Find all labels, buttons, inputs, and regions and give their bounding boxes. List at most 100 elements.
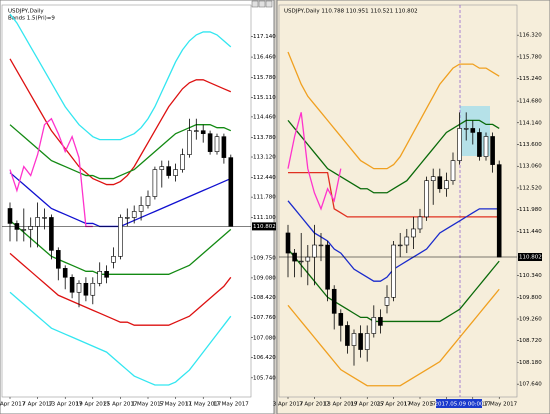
candle-body	[371, 317, 377, 334]
candle-body	[14, 223, 20, 230]
candle-body	[69, 277, 75, 293]
y-tick-label: 106.420	[253, 355, 276, 361]
candle-body	[351, 333, 357, 346]
y-tick-label: 111.100	[253, 215, 276, 221]
window-buttons[interactable]	[251, 0, 273, 8]
candle-body	[457, 128, 462, 161]
candle-body	[166, 166, 171, 176]
right-plot-frame	[278, 4, 518, 398]
candle-body	[411, 228, 416, 238]
x-tick-label: 1 May 2017	[132, 402, 165, 408]
x-tick-label: 5 May 2017	[159, 402, 192, 408]
indicator-line	[287, 51, 500, 170]
indicator-line	[9, 117, 93, 228]
maximize-button[interactable]	[258, 0, 266, 8]
cursor-label: 2017.05.09 00:00	[434, 402, 484, 408]
y-tick-label: 109.800	[519, 295, 542, 301]
candle-body	[207, 133, 213, 152]
candle-body	[483, 136, 489, 157]
candle-body	[298, 260, 304, 263]
candle-body	[35, 217, 40, 227]
left-plot-frame	[1, 4, 252, 398]
left-subtitle: Bands 1.5(Pri)=9	[8, 16, 55, 22]
candle-body	[62, 268, 68, 278]
candle-body	[138, 205, 144, 212]
candle-body	[318, 244, 324, 247]
close-button[interactable]	[265, 0, 273, 8]
y-tick-label: 108.720	[519, 338, 542, 344]
price-label: 110.802	[519, 255, 542, 261]
candle-body	[417, 216, 423, 230]
candle-body	[118, 217, 123, 257]
y-tick-label: 115.110	[253, 95, 276, 101]
x-tick-label: 7 Apr 2017	[22, 402, 53, 408]
y-tick-label: 109.260	[519, 317, 542, 323]
x-tick-label: 11 May 2017	[185, 402, 221, 408]
candle-body	[152, 169, 158, 197]
candle-body	[404, 236, 410, 246]
candle-body	[444, 180, 449, 190]
candle-body	[90, 282, 96, 296]
x-tick-label: 25 Apr 2017	[103, 402, 138, 408]
candle-body	[470, 128, 476, 133]
x-tick-label: 17 May 2017	[213, 402, 249, 408]
indicator-line	[9, 219, 232, 275]
candle-body	[450, 160, 456, 181]
candle-body	[145, 196, 151, 206]
plot-area	[2, 13, 251, 386]
y-tick-label: 111.440	[519, 229, 542, 235]
y-tick-label: 111.780	[253, 195, 276, 201]
candle-body	[391, 244, 396, 298]
candle-body	[397, 244, 403, 247]
y-tick-label: 115.240	[519, 76, 542, 82]
y-tick-label: 105.740	[253, 375, 276, 381]
y-tick-label: 107.760	[253, 315, 276, 321]
y-tick-label: 115.780	[519, 54, 542, 60]
indicator-line	[9, 124, 232, 180]
price-label: 110.802	[253, 224, 276, 230]
x-tick-label: 3 Apr 2017	[0, 402, 26, 408]
candle-body	[97, 271, 102, 284]
y-tick-label: 112.520	[519, 185, 542, 191]
candle-body	[49, 217, 54, 251]
candle-body	[83, 282, 89, 296]
candle-body	[221, 136, 227, 158]
candle-body	[28, 226, 34, 230]
y-tick-label: 113.600	[519, 142, 542, 148]
candle-body	[358, 333, 363, 350]
indicator-line	[9, 252, 232, 326]
candle-body	[285, 232, 291, 254]
candle-body	[338, 313, 344, 326]
x-tick-label: 3 Apr 2017	[273, 402, 304, 408]
candle-body	[214, 136, 220, 152]
price-label-box	[252, 222, 276, 231]
y-tick-label: 114.460	[253, 114, 276, 120]
x-tick-label: 1 May 2017	[404, 402, 437, 408]
candle-body	[194, 130, 199, 132]
candle-body	[7, 208, 13, 224]
indicator-line	[9, 13, 232, 141]
candle-body	[463, 128, 469, 130]
price-label-box	[518, 253, 542, 262]
plot-area	[279, 51, 517, 387]
candle-body	[42, 217, 47, 219]
y-tick-label: 107.080	[253, 335, 276, 341]
y-tick-label: 113.060	[519, 164, 542, 170]
candle-body	[331, 288, 337, 314]
y-tick-label: 114.140	[519, 120, 542, 126]
candle-body	[173, 169, 178, 176]
minimize-button[interactable]	[251, 0, 259, 8]
x-tick-label: 7 Apr 2017	[299, 402, 330, 408]
x-tick-label: 17 May 2017	[481, 402, 517, 408]
candle-body	[104, 271, 109, 278]
candle-body	[131, 211, 137, 218]
left-window	[0, 0, 275, 414]
x-tick-label: 19 Apr 2017	[76, 402, 111, 408]
y-tick-label: 116.460	[253, 55, 276, 61]
candle-body	[424, 180, 429, 218]
y-tick-label: 109.080	[253, 275, 276, 281]
candle-body	[364, 333, 370, 350]
indicator-line	[287, 248, 500, 323]
